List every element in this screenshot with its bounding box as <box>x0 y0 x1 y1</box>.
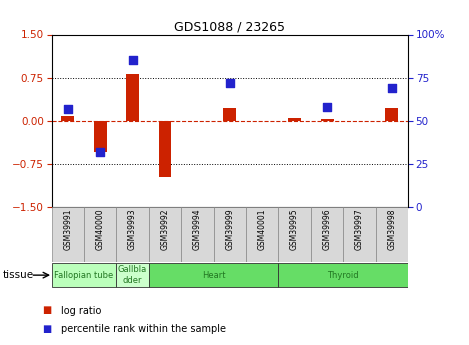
Bar <box>311 207 343 262</box>
Text: ■: ■ <box>42 306 52 315</box>
Bar <box>376 207 408 262</box>
Bar <box>116 264 149 287</box>
Text: GSM39996: GSM39996 <box>323 209 332 250</box>
Point <box>64 106 72 111</box>
Text: ■: ■ <box>42 325 52 334</box>
Bar <box>94 121 106 152</box>
Bar <box>61 116 74 121</box>
Bar <box>279 264 408 287</box>
Text: GSM40001: GSM40001 <box>257 209 267 250</box>
Text: Heart: Heart <box>202 270 226 280</box>
Text: Gallbla
dder: Gallbla dder <box>118 265 147 285</box>
Text: GSM39991: GSM39991 <box>63 209 72 250</box>
Text: log ratio: log ratio <box>61 306 101 315</box>
Bar <box>246 207 279 262</box>
Text: GSM40000: GSM40000 <box>96 209 105 250</box>
Text: GSM39992: GSM39992 <box>160 209 169 250</box>
Text: tissue: tissue <box>2 270 33 280</box>
Bar <box>84 207 116 262</box>
Bar <box>52 264 116 287</box>
Point <box>226 80 234 86</box>
Bar <box>126 73 139 121</box>
Point <box>323 104 331 110</box>
Title: GDS1088 / 23265: GDS1088 / 23265 <box>174 20 285 33</box>
Bar <box>320 119 333 121</box>
Text: GSM39993: GSM39993 <box>128 209 137 250</box>
Point <box>97 149 104 155</box>
Bar <box>149 207 181 262</box>
Bar <box>279 207 311 262</box>
Bar <box>343 207 376 262</box>
Bar <box>386 108 398 121</box>
Bar <box>223 108 236 121</box>
Point <box>388 85 395 91</box>
Bar <box>149 264 279 287</box>
Point <box>129 58 136 63</box>
Text: GSM39998: GSM39998 <box>387 209 396 250</box>
Bar <box>159 121 172 177</box>
Text: GSM39995: GSM39995 <box>290 209 299 250</box>
Bar <box>288 118 301 121</box>
Bar <box>52 207 84 262</box>
Bar <box>116 207 149 262</box>
Text: GSM39997: GSM39997 <box>355 209 364 250</box>
Text: Fallopian tube: Fallopian tube <box>54 270 113 280</box>
Text: GSM39999: GSM39999 <box>225 209 234 250</box>
Bar <box>181 207 213 262</box>
Text: GSM39994: GSM39994 <box>193 209 202 250</box>
Text: percentile rank within the sample: percentile rank within the sample <box>61 325 226 334</box>
Text: Thyroid: Thyroid <box>327 270 359 280</box>
Bar <box>213 207 246 262</box>
